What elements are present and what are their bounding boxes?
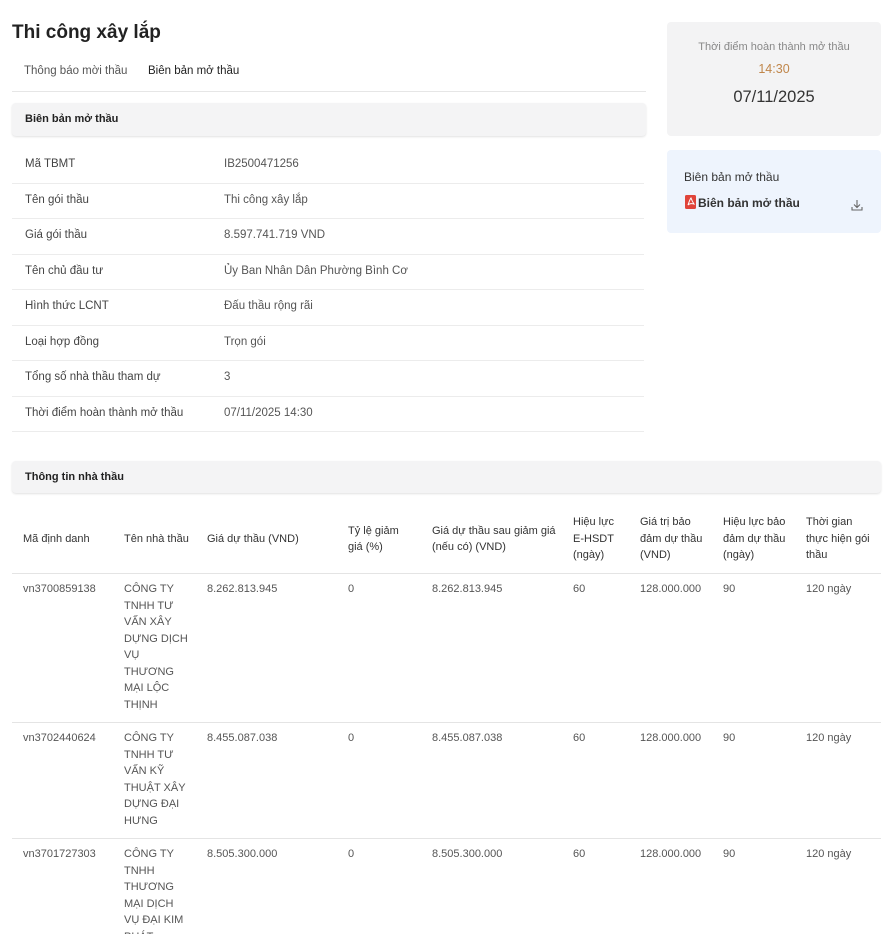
info-label: Giá gói thầu bbox=[25, 229, 88, 241]
info-value: Đấu thầu rộng rãi bbox=[224, 300, 313, 312]
table-cell: 128.000.000 bbox=[629, 722, 712, 839]
info-label: Tên gói thầu bbox=[25, 193, 89, 206]
table-cell: 120 ngày bbox=[795, 722, 881, 839]
table-cell: 60 bbox=[562, 722, 629, 839]
info-label: Tổng số nhà thầu tham dự bbox=[25, 371, 161, 383]
table-row: vn3702440624 CÔNG TY TNHH TƯ VẤN KỸ THUẬT… bbox=[12, 722, 881, 839]
table-cell: 120 ngày bbox=[795, 573, 881, 723]
table-cell: CÔNG TY TNHH TƯ VẤN KỸ THUẬT XÂY DỰNG ĐẠ… bbox=[113, 722, 196, 839]
info-row: Giá gói thầu 8.597.741.719 VND bbox=[12, 219, 644, 255]
column-header: Giá trị bảo đảm dự thầu (VND) bbox=[629, 505, 712, 574]
column-header: Thời gian thực hiện gói thầu bbox=[795, 505, 881, 574]
tab-divider bbox=[12, 91, 646, 92]
info-label: Tên chủ đầu tư bbox=[25, 264, 104, 277]
section-header: Thông tin nhà thầu bbox=[12, 461, 881, 493]
table-cell: 90 bbox=[712, 722, 795, 839]
bidders-table-wrap: Mã định danh Tên nhà thầu Giá dự thầu (VND… bbox=[12, 505, 881, 934]
info-label: Hình thức LCNT bbox=[25, 300, 109, 312]
table-cell: 120 ngày bbox=[795, 838, 881, 934]
table-cell: 90 bbox=[712, 573, 795, 723]
table-cell: vn3701727303 bbox=[12, 838, 113, 934]
table-cell: 60 bbox=[562, 838, 629, 934]
info-value: 3 bbox=[224, 371, 231, 383]
table-row: vn3700859138 CÔNG TY TNHH TƯ VẤN XÂY DỰNG… bbox=[12, 573, 881, 723]
summary-time: 14:30 bbox=[758, 62, 790, 76]
tab[interactable]: Thông báo mời thầu bbox=[24, 65, 128, 77]
section-header: Biên bản mở thầu bbox=[12, 103, 646, 136]
info-label: Mã TBMT bbox=[25, 158, 76, 170]
summary-label: Thời điểm hoàn thành mở thầu bbox=[698, 41, 850, 53]
table-header: Mã định danh Tên nhà thầu Giá dự thầu (VND… bbox=[12, 505, 881, 574]
tab-active[interactable]: Biên bản mở thầu bbox=[148, 65, 240, 77]
column-header: Hiệu lực bảo đảm dự thầu (ngày) bbox=[712, 505, 795, 574]
table-cell: 8.262.813.945 bbox=[196, 573, 337, 723]
column-header: Tên nhà thầu bbox=[113, 505, 196, 574]
info-value: Thi công xây lắp bbox=[224, 193, 308, 206]
download-icon[interactable] bbox=[851, 199, 863, 211]
info-row: Thời điểm hoàn thành mở thầu 07/11/2025 1… bbox=[12, 397, 644, 432]
table-cell: 0 bbox=[337, 573, 421, 723]
info-value: 07/11/2025 14:30 bbox=[224, 406, 313, 419]
table-body: vn3700859138 CÔNG TY TNHH TƯ VẤN XÂY DỰNG… bbox=[12, 573, 881, 934]
column-header: Giá dự thầu sau giảm giá (nếu có) (VND) bbox=[421, 505, 562, 574]
pdf-icon bbox=[685, 195, 696, 209]
table-cell: vn3700859138 bbox=[12, 573, 113, 723]
info-row: Tổng số nhà thầu tham dự 3 bbox=[12, 361, 644, 397]
column-header: Mã định danh bbox=[12, 505, 113, 574]
info-row: Loại hợp đồng Trọn gói bbox=[12, 326, 644, 361]
info-value: 8.597.741.719 VND bbox=[224, 229, 326, 241]
info-label: Thời điểm hoàn thành mở thầu bbox=[25, 406, 184, 419]
table-cell: 128.000.000 bbox=[629, 838, 712, 934]
table-cell: CÔNG TY TNHH THƯƠNG MẠI DỊCH VỤ ĐẠI KIM … bbox=[113, 838, 196, 934]
page-title: Thi công xây lắp bbox=[12, 22, 161, 43]
table-cell: 60 bbox=[562, 573, 629, 723]
table-cell: vn3702440624 bbox=[12, 722, 113, 839]
column-header: Giá dự thầu (VND) bbox=[196, 505, 337, 574]
document-title: Biên bản mở thầu bbox=[684, 170, 780, 184]
table-cell: 0 bbox=[337, 838, 421, 934]
info-value: Ủy Ban Nhân Dân Phường Bình Cơ bbox=[224, 264, 408, 277]
table-cell: 8.262.813.945 bbox=[421, 573, 562, 723]
table-cell: 8.505.300.000 bbox=[421, 838, 562, 934]
bidders-table: Mã định danh Tên nhà thầu Giá dự thầu (VND… bbox=[12, 505, 881, 934]
info-label: Loại hợp đồng bbox=[25, 335, 100, 348]
info-row: Hình thức LCNT Đấu thầu rộng rãi bbox=[12, 290, 644, 326]
table-cell: 8.505.300.000 bbox=[196, 838, 337, 934]
document-link[interactable]: Biên bản mở thầu bbox=[698, 196, 800, 210]
column-header: Tỷ lệ giảm giá (%) bbox=[337, 505, 421, 574]
info-value: IB2500471256 bbox=[224, 158, 299, 170]
info-row: Tên chủ đầu tư Ủy Ban Nhân Dân Phường Bìn… bbox=[12, 255, 644, 290]
document-card: Biên bản mở thầu Biên bản mở thầu bbox=[667, 150, 881, 233]
table-cell: 0 bbox=[337, 722, 421, 839]
table-cell: 8.455.087.038 bbox=[196, 722, 337, 839]
column-header: Hiệu lực E-HSDT (ngày) bbox=[562, 505, 629, 574]
table-row: vn3701727303 CÔNG TY TNHH THƯƠNG MẠI DỊCH… bbox=[12, 838, 881, 934]
info-row: Tên gói thầu Thi công xây lắp bbox=[12, 184, 644, 219]
summary-card: Thời điểm hoàn thành mở thầu 14:30 07/11… bbox=[667, 22, 881, 136]
summary-date: 07/11/2025 bbox=[733, 88, 815, 106]
table-cell: CÔNG TY TNHH TƯ VẤN XÂY DỰNG DỊCH VỤ THƯ… bbox=[113, 573, 196, 723]
table-cell: 128.000.000 bbox=[629, 573, 712, 723]
info-value: Trọn gói bbox=[224, 335, 266, 348]
info-list: Mã TBMT IB2500471256 Tên gói thầu Thi công … bbox=[12, 148, 644, 432]
info-row: Mã TBMT IB2500471256 bbox=[12, 148, 644, 184]
table-cell: 90 bbox=[712, 838, 795, 934]
table-cell: 8.455.087.038 bbox=[421, 722, 562, 839]
